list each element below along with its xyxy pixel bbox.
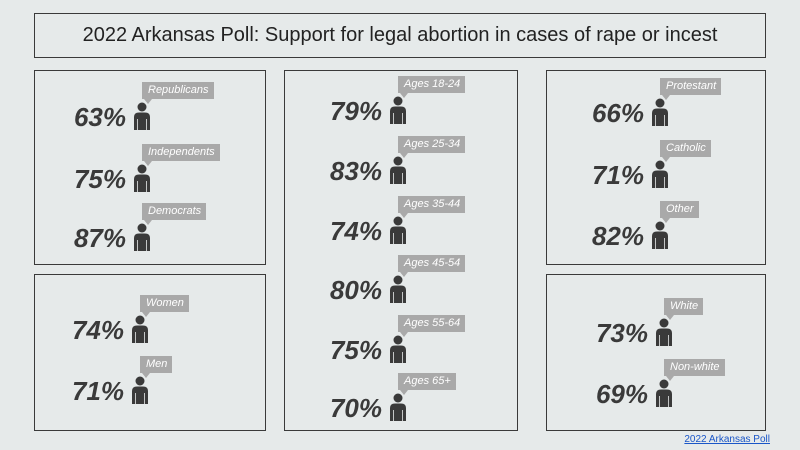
percentage-value: 75% <box>73 164 126 194</box>
person-icon <box>388 335 408 363</box>
category-label: Ages 55-64 <box>398 315 466 337</box>
person-icon <box>650 160 670 188</box>
panel-race <box>546 274 766 431</box>
chart-title: 2022 Arkansas Poll: Support for legal ab… <box>82 24 718 46</box>
data-row: 87% Democrats <box>44 203 224 253</box>
panel-age <box>284 70 518 431</box>
person-icon <box>388 275 408 303</box>
percentage-value: 79% <box>329 96 382 126</box>
person-icon <box>654 318 674 346</box>
category-label: Women <box>140 295 189 317</box>
category-label: Men <box>140 356 173 378</box>
category-label: Non-white <box>664 359 725 381</box>
data-row: 71% Catholic <box>562 140 742 190</box>
person-icon <box>130 315 150 343</box>
data-row: 73% White <box>566 298 746 348</box>
data-row: 69% Non-white <box>566 359 746 409</box>
percentage-value: 83% <box>329 156 382 186</box>
percentage-value: 82% <box>591 221 644 251</box>
category-label: Independents <box>142 144 220 166</box>
percentage-value: 71% <box>591 160 644 190</box>
percentage-value: 80% <box>329 275 382 305</box>
percentage-value: 73% <box>595 318 648 348</box>
panel-religion <box>546 70 766 265</box>
percentage-value: 63% <box>73 102 126 132</box>
person-icon <box>388 156 408 184</box>
panel-party <box>34 70 266 265</box>
data-row: 74% Women <box>42 295 222 345</box>
person-icon <box>650 221 670 249</box>
percentage-value: 74% <box>329 216 382 246</box>
category-label: Catholic <box>660 140 711 162</box>
percentage-value: 66% <box>591 98 644 128</box>
person-icon <box>650 98 670 126</box>
category-label: Ages 18-24 <box>398 76 466 98</box>
data-row: 66% Protestant <box>562 78 742 128</box>
person-icon <box>654 379 674 407</box>
person-icon <box>388 216 408 244</box>
data-row: 80% Ages 45-54 <box>300 255 480 305</box>
percentage-value: 74% <box>71 315 124 345</box>
person-icon <box>130 376 150 404</box>
category-label: Ages 45-54 <box>398 255 466 277</box>
percentage-value: 69% <box>595 379 648 409</box>
category-label: Other <box>660 201 699 223</box>
percentage-value: 75% <box>329 335 382 365</box>
title-box: 2022 Arkansas Poll: Support for legal ab… <box>34 13 766 58</box>
data-row: 74% Ages 35-44 <box>300 196 480 246</box>
category-label: Republicans <box>142 82 214 104</box>
person-icon <box>132 102 152 130</box>
data-row: 63% Republicans <box>44 82 224 132</box>
panel-gender <box>34 274 266 431</box>
data-row: 75% Ages 55-64 <box>300 315 480 365</box>
category-label: Protestant <box>660 78 722 100</box>
person-icon <box>388 393 408 421</box>
category-label: White <box>664 298 704 320</box>
data-row: 71% Men <box>42 356 222 406</box>
person-icon <box>132 164 152 192</box>
source-link[interactable]: 2022 Arkansas Poll <box>684 434 770 445</box>
data-row: 75% Independents <box>44 144 224 194</box>
person-icon <box>388 96 408 124</box>
category-label: Ages 35-44 <box>398 196 466 218</box>
person-icon <box>132 223 152 251</box>
percentage-value: 87% <box>73 223 126 253</box>
category-label: Ages 65+ <box>398 373 456 395</box>
percentage-value: 70% <box>329 393 382 423</box>
data-row: 70% Ages 65+ <box>300 373 480 423</box>
data-row: 83% Ages 25-34 <box>300 136 480 186</box>
category-label: Democrats <box>142 203 207 225</box>
percentage-value: 71% <box>71 376 124 406</box>
data-row: 79% Ages 18-24 <box>300 76 480 126</box>
data-row: 82% Other <box>562 201 742 251</box>
category-label: Ages 25-34 <box>398 136 466 158</box>
